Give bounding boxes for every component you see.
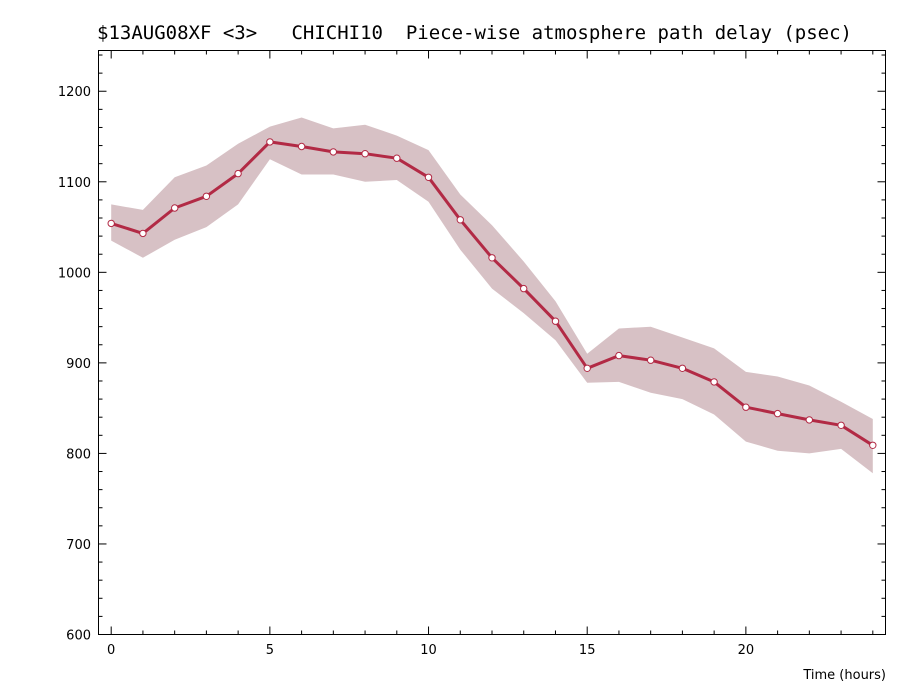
y-tick-label: 1200 (58, 85, 91, 100)
y-tick-label: 900 (66, 357, 91, 372)
data-point (583, 364, 591, 372)
data-point (647, 356, 655, 364)
data-point (329, 148, 337, 156)
data-point (456, 216, 464, 224)
data-point (139, 229, 147, 238)
data-point (742, 403, 750, 411)
data-point (551, 317, 560, 325)
data-point (393, 154, 401, 162)
x-tick-label: 15 (579, 643, 596, 658)
chart-title: $13AUG08XF <3> CHICHI10 Piece-wise atmos… (97, 22, 852, 44)
data-point (171, 204, 179, 212)
plot-frame (98, 50, 886, 635)
series-points-layer (107, 138, 877, 449)
data-point (678, 364, 687, 372)
data-point (615, 351, 623, 360)
data-point (773, 409, 782, 418)
x-tick-label: 10 (420, 643, 437, 658)
data-point (520, 284, 528, 293)
y-tick-label: 800 (66, 447, 91, 462)
axis-ticks (98, 50, 886, 635)
data-point (869, 441, 877, 449)
x-tick-label: 20 (738, 643, 755, 658)
data-point (234, 169, 242, 178)
confidence-band (111, 117, 873, 474)
data-point (297, 142, 306, 151)
data-point (107, 219, 115, 228)
y-tick-label: 600 (66, 629, 91, 644)
confidence-band-layer (111, 117, 873, 474)
axis-tick-labels: 0 5 10 15 20 600 700 800 900 1000 1100 1200 (58, 85, 754, 658)
x-tick-label: 5 (266, 643, 274, 658)
data-point (424, 173, 433, 182)
x-tick-label: 0 (107, 643, 115, 658)
y-tick-label: 700 (66, 538, 91, 553)
data-point (202, 192, 211, 201)
data-point (361, 150, 369, 158)
y-tick-label: 1100 (58, 176, 91, 191)
data-point (266, 138, 274, 146)
data-point (805, 416, 813, 424)
data-point (837, 421, 845, 429)
y-tick-label: 1000 (58, 266, 91, 281)
x-axis-label: Time (hours) (802, 668, 886, 683)
data-point (710, 378, 718, 386)
data-point (488, 254, 496, 262)
